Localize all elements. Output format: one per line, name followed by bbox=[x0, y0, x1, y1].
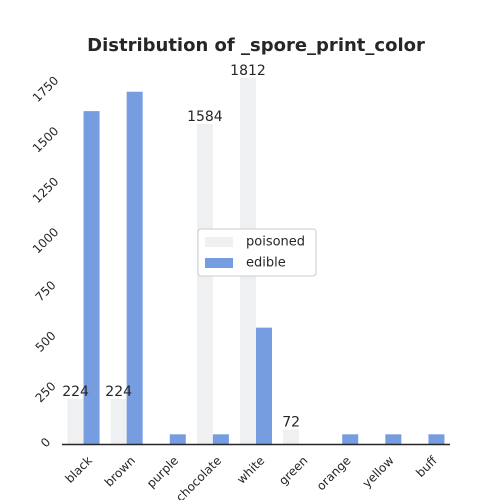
chart-title: Distribution of _spore_print_color bbox=[87, 35, 425, 56]
bar-edible-yellow bbox=[385, 434, 402, 444]
x-tick-label-green: green bbox=[276, 453, 310, 487]
bar-poisoned-green bbox=[283, 429, 300, 444]
x-tick-label-purple: purple bbox=[144, 453, 181, 490]
legend: poisoned edible bbox=[197, 228, 317, 277]
x-tick-label-brown: brown bbox=[102, 453, 138, 489]
bar-edible-black bbox=[83, 111, 100, 445]
x-tick-label-yellow: yellow bbox=[360, 453, 397, 490]
x-tick-label-buff: buff bbox=[413, 453, 440, 480]
data-labels-group: 224 224 1584 1812 72 bbox=[62, 63, 300, 430]
y-axis-ticks: 0 250 500 750 1000 1250 1500 1750 bbox=[30, 73, 61, 450]
data-label-black: 224 bbox=[62, 384, 89, 400]
data-label-white: 1812 bbox=[230, 63, 266, 79]
y-tick-label-1750: 1750 bbox=[30, 73, 61, 104]
y-tick-label-1500: 1500 bbox=[30, 124, 61, 155]
y-tick-label-1000: 1000 bbox=[30, 225, 61, 256]
y-tick-label-1250: 1250 bbox=[30, 174, 61, 205]
x-tick-label-black: black bbox=[62, 453, 94, 485]
bar-poisoned-brown bbox=[110, 398, 127, 444]
x-tick-label-chocolate: chocolate bbox=[173, 453, 224, 500]
y-tick-label-0: 0 bbox=[38, 435, 53, 450]
bar-edible-white bbox=[256, 327, 272, 444]
y-tick-label-500: 500 bbox=[33, 329, 59, 355]
bar-edible-orange bbox=[342, 434, 359, 444]
bar-edible-purple bbox=[169, 434, 186, 444]
data-label-brown: 224 bbox=[105, 384, 132, 400]
bar-edible-brown bbox=[126, 91, 143, 444]
y-tick-label-250: 250 bbox=[33, 379, 59, 405]
legend-label-poisoned: poisoned bbox=[246, 235, 305, 250]
x-tick-label-orange: orange bbox=[314, 453, 354, 493]
data-label-green: 72 bbox=[282, 414, 300, 430]
legend-swatch-edible bbox=[205, 258, 233, 268]
x-tick-label-white: white bbox=[234, 453, 267, 486]
bar-edible-buff bbox=[428, 434, 445, 444]
legend-swatch-poisoned bbox=[205, 237, 233, 247]
bar-poisoned-black bbox=[67, 398, 84, 444]
data-label-chocolate: 1584 bbox=[187, 109, 223, 125]
legend-label-edible: edible bbox=[246, 256, 286, 271]
bar-edible-chocolate bbox=[212, 434, 229, 444]
bar-poisoned-chocolate bbox=[196, 124, 213, 444]
y-tick-label-750: 750 bbox=[33, 278, 59, 304]
